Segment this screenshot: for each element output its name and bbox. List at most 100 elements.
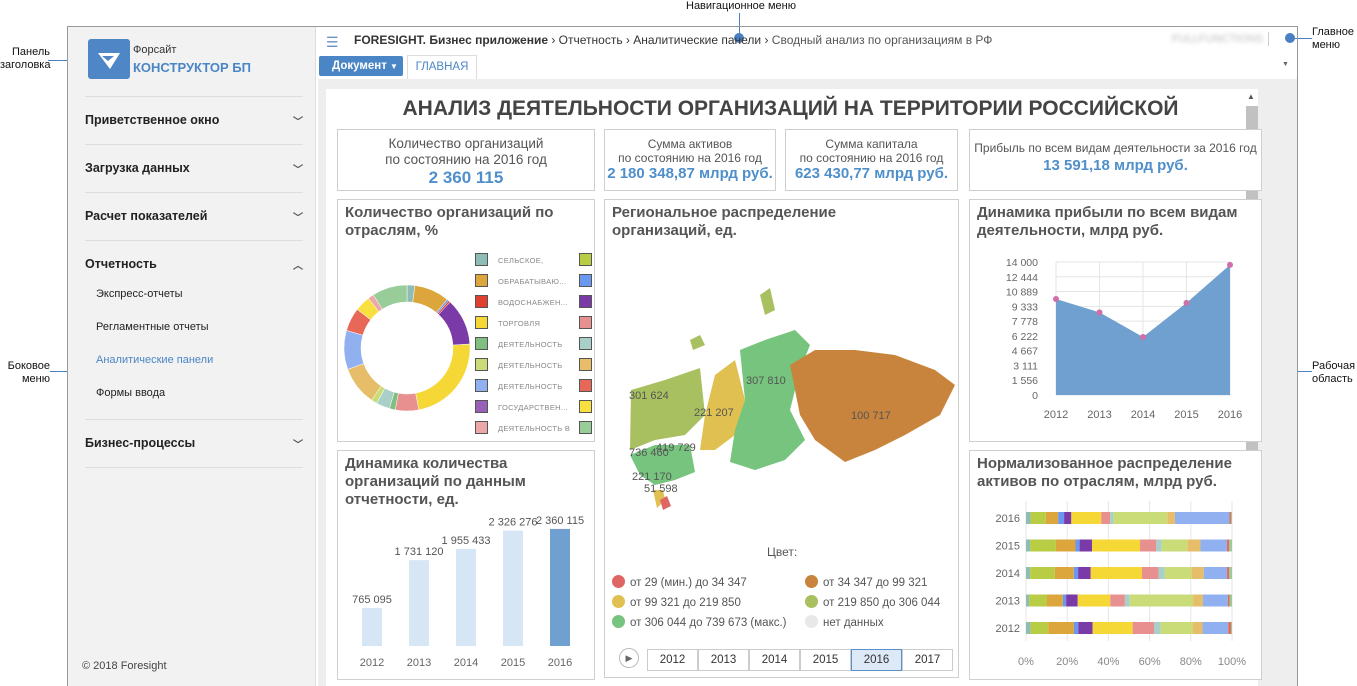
assets-title: Нормализованное распределение активов по… [977, 455, 1232, 490]
donut-card: Количество организаций по отраслям, % СЕ… [337, 199, 595, 442]
user-name[interactable]: FULLFUNCTIONS [1172, 33, 1264, 45]
year-button-2015[interactable]: 2015 [800, 649, 851, 671]
legend-dot-icon [805, 595, 818, 608]
play-button[interactable]: ▶ [619, 648, 639, 668]
column-bar [362, 608, 382, 646]
legend-swatch[interactable] [475, 379, 488, 392]
y-tick-label: 14 000 [1006, 257, 1038, 269]
scroll-up-icon[interactable]: ▲ [1247, 92, 1255, 101]
map-legend-item[interactable]: от 306 044 до 739 673 (макс.) [612, 615, 787, 629]
donut-slice [343, 330, 365, 370]
map-legend-item[interactable]: от 219 850 до 306 044 [805, 595, 940, 609]
stacked-segment [1124, 594, 1130, 607]
year-button-2012[interactable]: 2012 [647, 649, 698, 671]
legend-swatch[interactable] [475, 400, 488, 413]
stacked-segment [1141, 567, 1159, 579]
legend-swatch[interactable] [579, 358, 592, 371]
legend-label[interactable]: ДЕЯТЕЛЬНОСТЬ [498, 361, 563, 370]
legend-swatch[interactable] [579, 421, 592, 434]
year-button-2013[interactable]: 2013 [698, 649, 749, 671]
legend-label[interactable]: СЕЛЬСКОЕ, [498, 256, 544, 265]
legend-dot-icon [805, 575, 818, 588]
legend-swatch[interactable] [579, 253, 592, 266]
x-tick-label: 2015 [1174, 409, 1198, 421]
stacked-segment [1090, 567, 1142, 579]
legend-swatch[interactable] [475, 421, 488, 434]
map-region-volga [700, 360, 745, 450]
stacked-segment [1026, 567, 1031, 579]
data-point [1140, 334, 1146, 341]
sidebar-section-bp[interactable]: Бизнес-процессы ﹀ [85, 436, 303, 451]
x-tick-label: 60% [1139, 656, 1161, 668]
stacked-segment [1029, 594, 1048, 607]
legend-swatch[interactable] [475, 274, 488, 287]
y-tick-label: 7 778 [1012, 316, 1038, 328]
stacked-segment [1200, 539, 1228, 552]
map-region-label: 419 729 [656, 442, 696, 454]
legend-swatch[interactable] [475, 295, 488, 308]
sidebar-section-data-load[interactable]: Загрузка данных ﹀ [85, 161, 303, 176]
y-tick-label: 2013 [996, 596, 1020, 608]
legend-label[interactable]: ОБРАБАТЫВАЮ... [498, 277, 567, 286]
map-legend-item[interactable]: от 34 347 до 99 321 [805, 575, 927, 589]
stacked-segment [1064, 512, 1072, 524]
stacked-segment [1026, 539, 1031, 552]
legend-swatch[interactable] [475, 253, 488, 266]
legend-label[interactable]: ДЕЯТЕЛЬНОСТЬ В [498, 424, 571, 433]
hamburger-menu-icon[interactable]: ☰ [326, 34, 339, 50]
stacked-segment [1078, 567, 1091, 579]
legend-swatch[interactable] [579, 337, 592, 350]
legend-swatch[interactable] [475, 358, 488, 371]
map-legend-item[interactable]: нет данных [805, 615, 884, 629]
map-legend-item[interactable]: от 29 (мин.) до 34 347 [612, 575, 747, 589]
legend-swatch[interactable] [475, 316, 488, 329]
sidebar-section-calc[interactable]: Расчет показателей ﹀ [85, 209, 303, 224]
profit-title: Динамика прибыли по всем видам деятельно… [977, 204, 1238, 239]
map-region-label: 221 207 [694, 407, 734, 419]
legend-swatch[interactable] [475, 337, 488, 350]
breadcrumb-reporting[interactable]: Отчетность [558, 33, 623, 47]
annotation-side-menu: Боковое меню [7, 360, 50, 385]
breadcrumb-panels[interactable]: Аналитические панели [633, 33, 762, 47]
sidebar-item-analytic-panels[interactable]: Аналитические панели [96, 354, 214, 366]
stacked-segment [1026, 512, 1031, 524]
year-button-2014[interactable]: 2014 [749, 649, 800, 671]
map-legend-item[interactable]: от 99 321 до 219 850 [612, 595, 741, 609]
legend-swatch[interactable] [579, 274, 592, 287]
stacked-segment [1101, 512, 1111, 524]
y-tick-label: 9 333 [1012, 301, 1038, 313]
column-bar [456, 549, 476, 646]
legend-label[interactable]: ВОДОСНАБЖЕН... [498, 298, 568, 307]
data-label: 1 731 120 [395, 546, 444, 558]
stacked-segment [1202, 622, 1229, 634]
legend-label[interactable]: ГОСУДАРСТВЕН... [498, 403, 568, 412]
legend-swatch[interactable] [579, 400, 592, 413]
legend-swatch[interactable] [579, 316, 592, 329]
document-button[interactable]: Документ ▼ [319, 56, 403, 76]
sidebar-item-regulated[interactable]: Регламентные отчеты [96, 321, 209, 333]
chevron-down-icon: ﹀ [293, 165, 303, 176]
tab-main[interactable]: ГЛАВНАЯ [407, 55, 477, 79]
stacked-segment [1160, 622, 1193, 634]
breadcrumb-root[interactable]: FORESIGHT. Бизнес приложение [354, 33, 548, 47]
sidebar-section-welcome[interactable]: Приветственное окно ﹀ [85, 113, 303, 128]
x-tick-label: 0% [1018, 656, 1034, 668]
legend-label[interactable]: ДЕЯТЕЛЬНОСТЬ [498, 340, 563, 349]
year-button-2016[interactable]: 2016 [851, 649, 902, 671]
sidebar: Форсайт КОНСТРУКТОР БП Приветственное ок… [68, 27, 316, 686]
sidebar-item-input-forms[interactable]: Формы ввода [96, 387, 166, 399]
stacked-segment [1153, 622, 1161, 634]
legend-label[interactable]: ТОРГОВЛЯ [498, 319, 541, 328]
sidebar-item-express[interactable]: Экспресс-отчеты [96, 288, 183, 300]
legend-dot-icon [612, 595, 625, 608]
sidebar-section-reporting[interactable]: Отчетность ︿ [85, 257, 303, 272]
stacked-segment [1073, 567, 1079, 579]
legend-label[interactable]: ДЕЯТЕЛЬНОСТЬ [498, 382, 563, 391]
ribbon-collapse-icon[interactable]: ▼ [1282, 61, 1289, 68]
stacked-segment [1202, 594, 1228, 607]
stacked-segment [1158, 567, 1165, 579]
legend-swatch[interactable] [579, 379, 592, 392]
year-button-2017[interactable]: 2017 [902, 649, 953, 671]
stacked-segment [1187, 539, 1201, 552]
legend-swatch[interactable] [579, 295, 592, 308]
